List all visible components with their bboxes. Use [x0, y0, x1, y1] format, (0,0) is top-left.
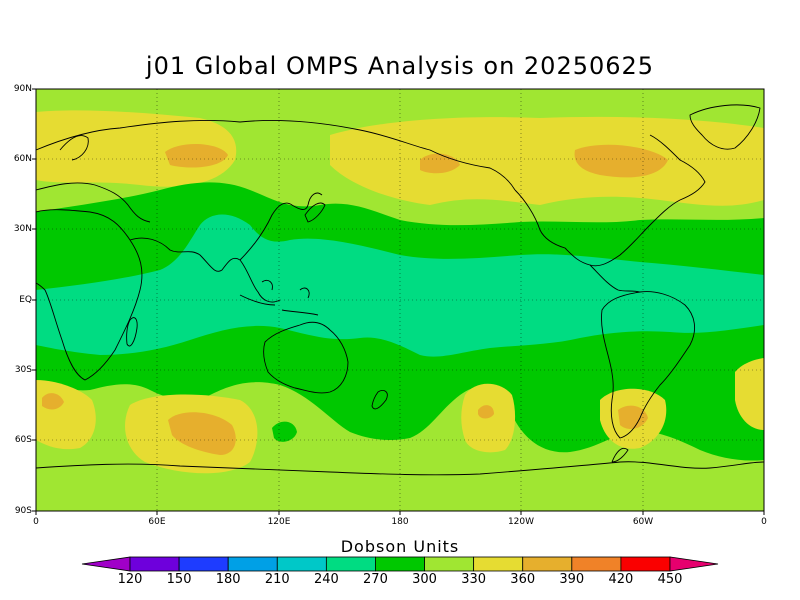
- coast-eurasia-north: [36, 119, 516, 191]
- colorbar-overflow-triangle: [669, 556, 719, 572]
- field-360-south-1: [42, 393, 64, 410]
- field-360-north-3: [574, 144, 668, 178]
- coast-europe: [36, 182, 151, 223]
- coast-antarctic-peninsula: [611, 447, 629, 463]
- field-270-300-patch: [272, 421, 297, 442]
- colorbar: [81, 556, 719, 572]
- colorbar-level-label: 450: [657, 572, 683, 587]
- colorbar-level-label: 150: [166, 572, 192, 587]
- colorbar-swatch: [375, 556, 425, 572]
- colorbar-level-label: 330: [461, 572, 487, 587]
- lon-label-120e: 120E: [267, 517, 291, 527]
- lat-label-60n: 60N: [13, 154, 32, 164]
- colorbar-level-label: 120: [117, 572, 143, 587]
- lat-label-90s: 90S: [14, 506, 32, 516]
- colorbar-title: Dobson Units: [340, 537, 460, 556]
- field-330-north-1: [36, 110, 237, 187]
- colorbar-level-label: 240: [313, 572, 339, 587]
- lat-label-30n: 30N: [13, 224, 32, 234]
- colorbar-level-label: 360: [510, 572, 536, 587]
- coast-east-asia: [239, 192, 323, 261]
- coast-japan: [304, 202, 326, 223]
- colorbar-level-label: 270: [363, 572, 388, 587]
- colorbar-swatch: [325, 556, 376, 572]
- coast-central-america: [589, 264, 641, 293]
- colorbar-swatch: [227, 556, 278, 572]
- colorbar-swatch: [473, 556, 524, 572]
- field-360-south-2: [168, 412, 236, 455]
- colorbar-swatch: [571, 556, 622, 572]
- colorbar-swatch: [522, 556, 573, 572]
- field-360-south-3: [478, 405, 494, 419]
- coast-new-zealand: [371, 389, 388, 410]
- lon-label-60e: 60E: [148, 517, 166, 527]
- lat-label-30s: 30S: [14, 365, 32, 375]
- lat-label-90n: 90N: [13, 84, 32, 94]
- field-330-south-5: [735, 358, 764, 430]
- colorbar-level-label: 420: [608, 572, 634, 587]
- graticule: [36, 89, 764, 511]
- colorbar-swatch: [129, 556, 180, 572]
- coast-scandinavia: [59, 135, 89, 161]
- lat-label-eq: EQ: [19, 295, 32, 305]
- coast-antarctica: [36, 461, 764, 476]
- colorbar-swatch: [620, 556, 671, 572]
- colorbar-swatch: [424, 556, 475, 572]
- coast-madagascar: [126, 317, 138, 347]
- coastlines: [36, 104, 764, 476]
- colorbar-underflow-triangle: [81, 556, 131, 572]
- coast-australia: [263, 321, 349, 394]
- field-330-north-2: [330, 116, 764, 206]
- lat-label-60s: 60S: [14, 435, 32, 445]
- axis-ticks: [32, 88, 765, 515]
- coast-greenland: [689, 104, 761, 150]
- lon-label-120w: 120W: [507, 517, 535, 527]
- coast-north-america: [514, 134, 706, 267]
- colorbar-level-label: 300: [412, 572, 437, 587]
- lon-label-60w: 60W: [632, 517, 654, 527]
- colorbar-swatch: [276, 556, 327, 572]
- colorbar-level-label: 390: [559, 572, 585, 587]
- colorbar-swatch: [178, 556, 229, 572]
- lon-label-0: 0: [33, 517, 39, 527]
- colorbar-level-label: 210: [264, 572, 290, 587]
- field-360-south-4: [618, 405, 648, 430]
- colorbar-level-label: 180: [215, 572, 241, 587]
- field-360-north-1: [165, 144, 228, 168]
- coast-indonesia: [239, 279, 319, 316]
- lon-label-0-end: 0: [761, 517, 767, 527]
- coast-south-asia: [129, 237, 281, 303]
- lon-label-180: 180: [391, 517, 409, 527]
- coast-south-america: [601, 291, 696, 439]
- map-title: j01 Global OMPS Analysis on 20250625: [145, 52, 655, 80]
- coast-africa: [36, 209, 143, 381]
